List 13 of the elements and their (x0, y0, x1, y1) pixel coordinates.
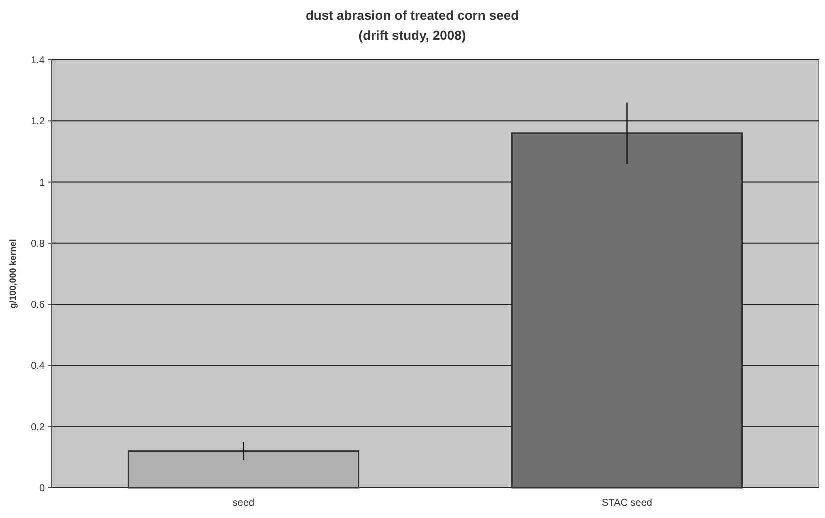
y-tick-label: 0 (39, 484, 46, 494)
chart-subtitle: (drift study, 2008) (358, 28, 466, 43)
y-axis-title: g/100,000 kernel (8, 239, 18, 309)
y-tick-label: 0.6 (31, 300, 46, 312)
y-tick-label: 1.4 (31, 56, 46, 66)
x-tick-label: seed (232, 498, 255, 509)
y-tick-label: 0.8 (31, 238, 46, 250)
y-tick-label: 1 (39, 178, 46, 189)
y-tick-label: 0.4 (31, 361, 46, 372)
x-tick-label: STAC seed (602, 498, 652, 509)
y-tick-label: 1.2 (31, 116, 46, 128)
y-tick-label: 0.2 (31, 422, 46, 434)
chart-title: dust abrasion of treated corn seed (306, 8, 520, 23)
